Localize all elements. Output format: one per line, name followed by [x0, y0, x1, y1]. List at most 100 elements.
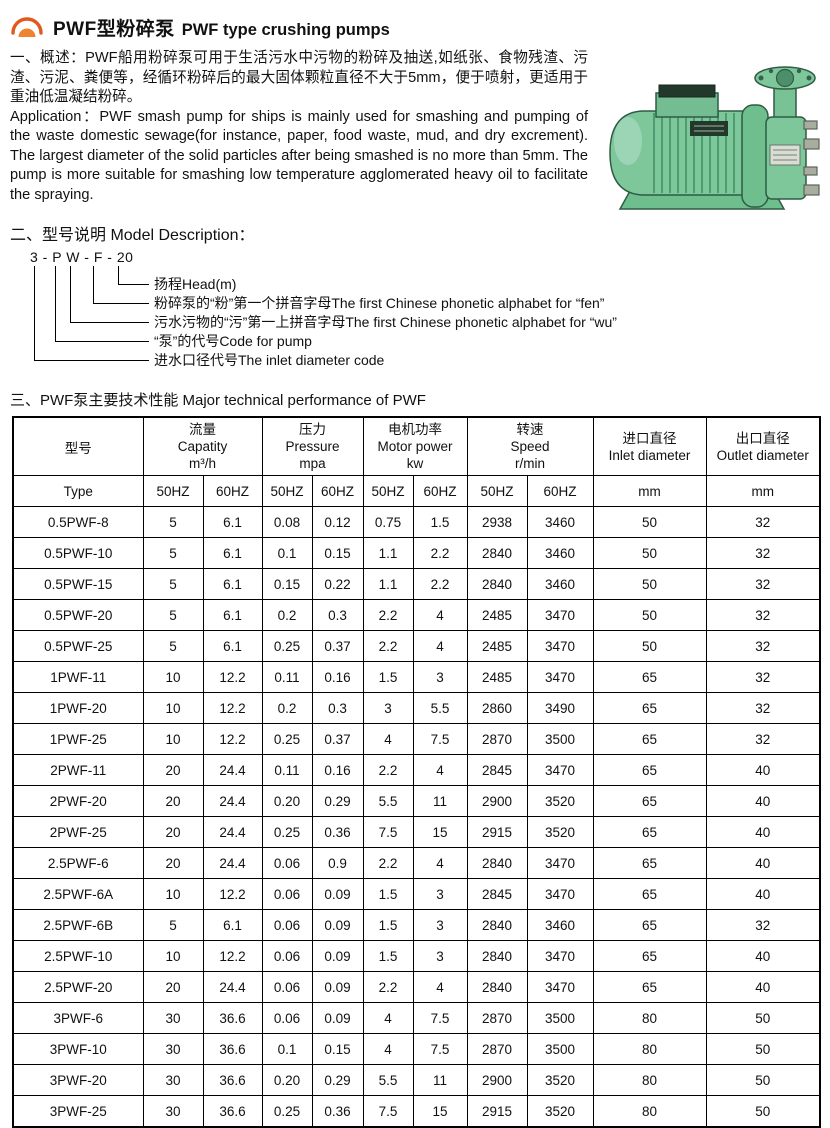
value-cell: 2.2	[362, 847, 414, 879]
value-cell: 2840	[466, 940, 528, 972]
value-cell: 50	[592, 599, 707, 631]
table-row: 1PWF-11 10 12.2 0.11 0.16 1.5 3 2485 3470 65 32	[12, 661, 821, 693]
value-cell: 0.20	[261, 1064, 313, 1096]
value-cell: 0.06	[261, 909, 313, 941]
model-cell: 3PWF-20	[12, 1064, 144, 1096]
col-header-model: 型号	[12, 416, 144, 476]
press-60hz: 60HZ	[311, 475, 364, 507]
model-label-inlet: 进水口径代号The inlet diameter code	[154, 352, 385, 368]
value-cell: 65	[592, 940, 707, 972]
value-cell: 50	[705, 1095, 821, 1128]
value-cell: 2485	[466, 661, 528, 693]
model-cell: 2.5PWF-6B	[12, 909, 144, 941]
overview-text-en: Application：PWF smash pump for ships is …	[10, 108, 588, 203]
brand-logo-icon	[11, 16, 43, 37]
value-cell: 20	[142, 847, 204, 879]
speed-en: Speed	[510, 439, 550, 454]
value-cell: 65	[592, 661, 707, 693]
press-50hz: 50HZ	[261, 475, 313, 507]
value-cell: 12.2	[202, 692, 263, 724]
connector-line-inlet	[34, 266, 149, 361]
value-cell: 0.2	[261, 599, 313, 631]
value-cell: 24.4	[202, 847, 263, 879]
value-cell: 2900	[466, 1064, 528, 1096]
value-cell: 4	[412, 754, 468, 786]
value-cell: 6.1	[202, 599, 263, 631]
pressure-unit: mpa	[299, 456, 326, 471]
value-cell: 3500	[526, 1033, 594, 1065]
value-cell: 4	[412, 847, 468, 879]
value-cell: 0.25	[261, 723, 313, 755]
value-cell: 3470	[526, 630, 594, 662]
value-cell: 5	[142, 909, 204, 941]
value-cell: 65	[592, 847, 707, 879]
model-label-fen: 粉碎泵的“粉”第一个拼音字母The first Chinese phonetic…	[154, 295, 605, 311]
page-title: PWF型粉碎泵 PWF type crushing pumps	[53, 14, 390, 41]
value-cell: 5.5	[412, 692, 468, 724]
value-cell: 36.6	[202, 1033, 263, 1065]
value-cell: 40	[705, 754, 821, 786]
value-cell: 2870	[466, 1002, 528, 1034]
value-cell: 2915	[466, 1095, 528, 1128]
value-cell: 3520	[526, 1064, 594, 1096]
value-cell: 50	[592, 568, 707, 600]
value-cell: 30	[142, 1002, 204, 1034]
value-cell: 32	[705, 661, 821, 693]
pump-illustration	[609, 66, 820, 210]
connector-line-w	[70, 266, 149, 323]
value-cell: 6.1	[202, 568, 263, 600]
table-row: 1PWF-25 10 12.2 0.25 0.37 4 7.5 2870 3500 65 32	[12, 723, 821, 755]
value-cell: 40	[705, 785, 821, 817]
value-cell: 0.06	[261, 878, 313, 910]
value-cell: 65	[592, 723, 707, 755]
table-row: 0.5PWF-10 5 6.1 0.1 0.15 1.1 2.2 2840 3460 50 32	[12, 537, 821, 569]
value-cell: 24.4	[202, 971, 263, 1003]
value-cell: 40	[705, 971, 821, 1003]
value-cell: 1.5	[412, 506, 468, 538]
value-cell: 0.12	[311, 506, 364, 538]
table-row: 3PWF-10 30 36.6 0.1 0.15 4 7.5 2870 3500 80 50	[12, 1033, 821, 1065]
model-cell: 1PWF-25	[12, 723, 144, 755]
value-cell: 0.09	[311, 878, 364, 910]
model-cell: 3PWF-25	[12, 1095, 144, 1128]
value-cell: 7.5	[412, 1002, 468, 1034]
value-cell: 4	[412, 630, 468, 662]
value-cell: 5.5	[362, 1064, 414, 1096]
value-cell: 10	[142, 940, 204, 972]
value-cell: 2915	[466, 816, 528, 848]
value-cell: 0.09	[311, 1002, 364, 1034]
model-cell: 3PWF-10	[12, 1033, 144, 1065]
model-cell: 3PWF-6	[12, 1002, 144, 1034]
outlet-en: Outlet diameter	[716, 447, 809, 463]
value-cell: 2.2	[362, 971, 414, 1003]
value-cell: 0.09	[311, 940, 364, 972]
value-cell: 1.5	[362, 661, 414, 693]
value-cell: 0.20	[261, 785, 313, 817]
value-cell: 3520	[526, 1095, 594, 1128]
model-label-head: 扬程Head(m)	[154, 276, 237, 292]
table-row: 1PWF-20 10 12.2 0.2 0.3 3 5.5 2860 3490 65 32	[12, 692, 821, 724]
speed-60hz: 60HZ	[526, 475, 594, 507]
value-cell: 65	[592, 816, 707, 848]
value-cell: 0.06	[261, 940, 313, 972]
terminal-box-lid	[658, 84, 716, 98]
page-header: PWF型粉碎泵 PWF type crushing pumps	[10, 14, 820, 41]
value-cell: 2845	[466, 754, 528, 786]
table-section-heading: 三、PWF泵主要技术性能 Major technical performance…	[10, 392, 426, 409]
value-cell: 15	[412, 816, 468, 848]
value-cell: 10	[142, 723, 204, 755]
value-cell: 0.09	[311, 909, 364, 941]
value-cell: 50	[705, 1002, 821, 1034]
value-cell: 5.5	[362, 785, 414, 817]
pump-bracket	[741, 104, 769, 208]
value-cell: 2870	[466, 1033, 528, 1065]
value-cell: 0.75	[362, 506, 414, 538]
value-cell: 0.25	[261, 630, 313, 662]
value-cell: 3470	[526, 878, 594, 910]
pressure-en: Pressure	[285, 439, 340, 454]
model-label-pump: “泵”的代号Code for pump	[154, 333, 312, 349]
value-cell: 3470	[526, 754, 594, 786]
value-cell: 4	[362, 1033, 414, 1065]
connector-line-head	[118, 266, 149, 285]
value-cell: 0.36	[311, 816, 364, 848]
